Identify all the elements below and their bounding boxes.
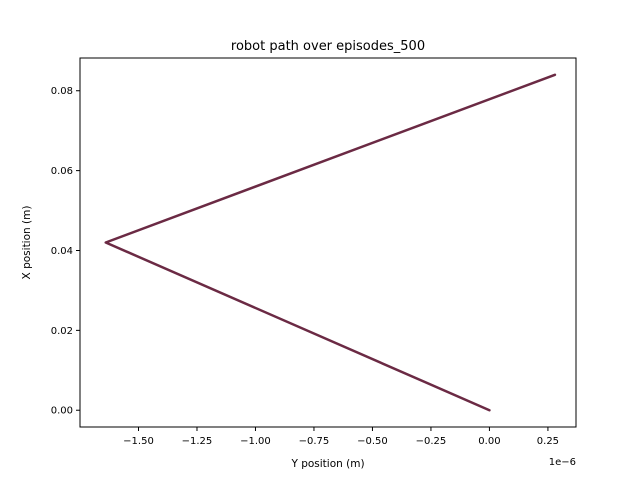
x-tick-label: −0.75 — [299, 436, 330, 447]
plot-area — [80, 58, 576, 427]
x-tick-label: −1.25 — [182, 436, 213, 447]
chart-title: robot path over episodes_500 — [231, 39, 425, 54]
x-tick-label: −1.50 — [123, 436, 154, 447]
x-tick-label: −0.50 — [357, 436, 388, 447]
y-tick-label: 0.08 — [51, 86, 73, 97]
y-tick-label: 0.04 — [51, 246, 73, 257]
y-tick-label: 0.02 — [51, 326, 73, 337]
x-tick-label: −1.00 — [240, 436, 271, 447]
x-axis-offset-label: 1e−6 — [549, 457, 576, 468]
x-tick-label: 0.00 — [478, 436, 500, 447]
x-axis-ticks: −1.50 −1.25 −1.00 −0.75 −0.50 −0.25 0.00 0.25 — [123, 427, 559, 447]
x-tick-label: −0.25 — [416, 436, 447, 447]
x-axis-label: Y position (m) — [290, 458, 364, 470]
y-axis-ticks: 0.00 0.02 0.04 0.06 0.08 — [51, 86, 80, 417]
y-axis-label: X position (m) — [21, 206, 33, 280]
plot-frame — [79, 57, 577, 428]
y-tick-label: 0.00 — [51, 406, 73, 417]
x-tick-label: 0.25 — [537, 436, 559, 447]
y-tick-label: 0.06 — [51, 166, 73, 177]
robot-path-line — [104, 73, 557, 412]
series-layer — [104, 73, 557, 412]
